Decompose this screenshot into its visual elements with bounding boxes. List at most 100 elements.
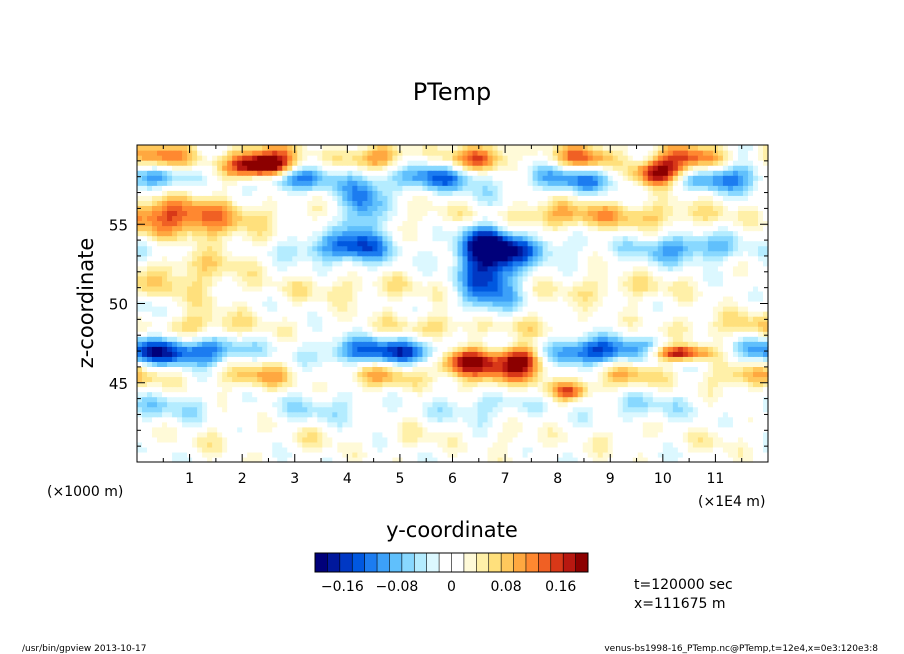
heat-cell xyxy=(172,311,178,317)
heat-cell xyxy=(542,441,549,448)
heat-cell xyxy=(352,416,358,423)
heat-cell xyxy=(527,295,534,302)
heat-cell xyxy=(507,406,514,413)
heat-cell xyxy=(367,300,373,307)
heat-cell xyxy=(557,381,564,388)
heat-cell xyxy=(587,401,594,408)
heat-cell xyxy=(632,351,639,357)
heat-cell xyxy=(347,260,353,267)
heat-cell xyxy=(462,416,469,423)
heat-cell xyxy=(342,456,348,463)
heat-cell xyxy=(487,290,494,297)
heat-cell xyxy=(322,306,328,312)
heat-cell xyxy=(527,285,534,292)
heat-cell xyxy=(217,316,223,322)
heat-cell xyxy=(137,401,143,408)
heat-cell xyxy=(222,316,228,322)
heat-cell xyxy=(272,366,278,373)
heat-cell xyxy=(242,446,248,453)
heat-cell xyxy=(507,351,514,357)
heat-cell xyxy=(352,260,358,267)
heat-cell xyxy=(157,356,163,362)
heat-cell xyxy=(322,336,328,342)
heat-cell xyxy=(657,371,664,378)
heat-cell xyxy=(152,295,158,302)
heat-cell xyxy=(582,376,589,383)
heat-cell xyxy=(617,285,624,292)
heat-cell xyxy=(697,265,704,272)
heat-cell xyxy=(332,346,338,352)
heat-cell xyxy=(272,331,278,337)
heat-cell xyxy=(222,265,228,272)
heat-cell xyxy=(262,411,268,418)
heat-cell xyxy=(512,396,519,403)
heat-cell xyxy=(357,406,363,413)
heat-cell xyxy=(317,401,323,408)
heat-cell xyxy=(162,300,168,307)
heat-cell xyxy=(357,436,363,443)
heat-cell xyxy=(507,376,514,383)
heat-cell xyxy=(552,401,559,408)
heat-cell xyxy=(412,386,419,393)
heat-cell xyxy=(262,311,268,317)
heat-cell xyxy=(697,386,704,393)
heat-cell xyxy=(437,331,444,337)
heat-cell xyxy=(737,386,744,393)
heat-cell xyxy=(642,341,649,347)
heat-cell xyxy=(412,311,419,317)
heat-cell xyxy=(517,356,524,362)
heat-cell xyxy=(227,331,233,337)
heat-cell xyxy=(317,260,323,267)
heat-cell xyxy=(592,336,599,342)
heat-cell xyxy=(632,446,639,453)
heat-cell xyxy=(337,431,343,438)
heat-cell xyxy=(647,371,654,378)
heat-cell xyxy=(417,456,424,463)
heat-cell xyxy=(747,341,754,347)
heat-cell xyxy=(427,451,434,458)
heat-cell xyxy=(517,336,524,342)
heat-cell xyxy=(212,290,218,297)
heat-cell xyxy=(142,346,148,352)
heat-cell xyxy=(492,285,499,292)
heat-cell xyxy=(452,401,459,408)
heat-cell xyxy=(722,416,729,423)
heat-cell xyxy=(327,391,333,398)
heat-cell xyxy=(652,406,659,413)
heat-cell xyxy=(727,401,734,408)
heat-cell xyxy=(347,386,353,393)
heat-cell xyxy=(392,381,399,388)
heat-cell xyxy=(172,411,178,418)
heat-cell xyxy=(622,456,629,463)
heat-cell xyxy=(422,311,429,317)
heat-cell xyxy=(187,406,193,413)
heat-cell xyxy=(387,366,394,373)
heat-cell xyxy=(537,411,544,418)
heat-cell xyxy=(437,275,444,282)
heat-cell xyxy=(532,341,539,347)
heat-cell xyxy=(412,351,419,357)
heat-cell xyxy=(482,371,489,378)
heat-cell xyxy=(647,451,654,458)
heat-cell xyxy=(402,311,409,317)
heat-cell xyxy=(227,300,233,307)
heat-cell xyxy=(637,316,644,322)
heat-cell xyxy=(647,401,654,408)
heat-cell xyxy=(722,351,729,357)
heat-cell xyxy=(152,356,158,362)
heat-cell xyxy=(732,275,739,282)
heat-cell xyxy=(342,436,348,443)
heat-cell xyxy=(582,366,589,373)
heat-cell xyxy=(727,300,734,307)
heat-cell xyxy=(637,331,644,337)
heat-cell xyxy=(452,446,459,453)
heat-cell xyxy=(412,260,419,267)
heat-cell xyxy=(387,290,394,297)
heat-cell xyxy=(627,336,634,342)
heat-cell xyxy=(287,265,293,272)
heat-cell xyxy=(687,290,694,297)
heat-cell xyxy=(307,280,313,287)
heat-cell xyxy=(727,316,734,322)
heat-cell xyxy=(522,366,529,373)
heat-cell xyxy=(572,376,579,383)
